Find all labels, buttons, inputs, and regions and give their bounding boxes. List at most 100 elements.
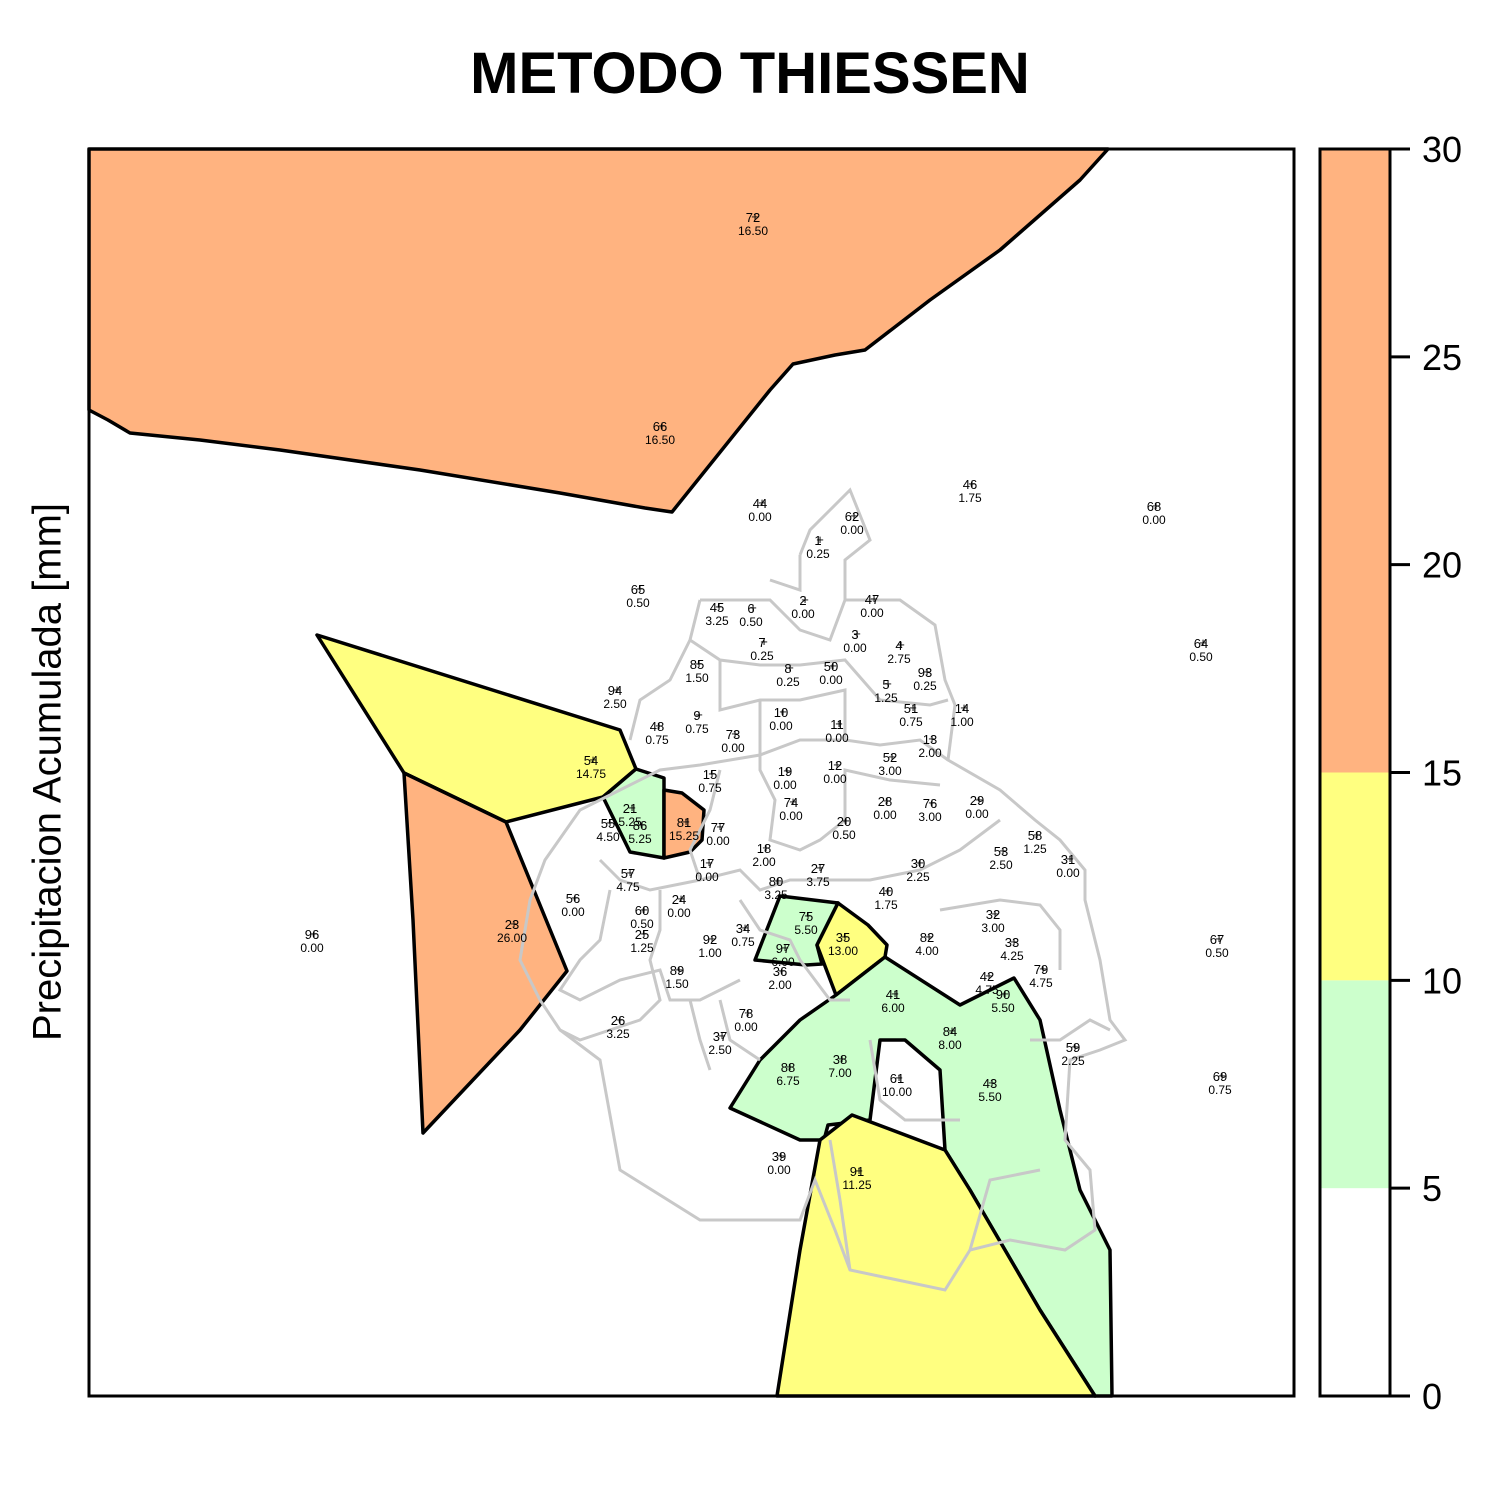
station-id-label: 13 xyxy=(923,732,937,747)
station-id-label: 35 xyxy=(836,930,850,945)
station-5: +51.25 xyxy=(874,676,898,705)
station-id-label: 94 xyxy=(608,683,622,698)
station-marker: + xyxy=(816,532,824,547)
station-marker: + xyxy=(855,1163,863,1178)
station-43: +435.50 xyxy=(978,1075,1002,1104)
station-41: +416.00 xyxy=(881,986,905,1015)
station-marker: + xyxy=(1039,961,1047,976)
station-85: +851.50 xyxy=(685,656,709,685)
station-id-label: 27 xyxy=(811,861,825,876)
station-marker: + xyxy=(999,843,1007,858)
station-94: +942.50 xyxy=(603,682,627,711)
station-id-label: 75 xyxy=(799,909,813,924)
station-value-label: 4.75 xyxy=(1029,976,1053,990)
station-marker: + xyxy=(884,676,892,691)
station-marker: + xyxy=(606,815,614,830)
station-marker: + xyxy=(991,906,999,921)
legend-tick-label: 15 xyxy=(1422,753,1462,794)
station-68: +680.00 xyxy=(1142,498,1166,527)
station-value-label: 2.50 xyxy=(708,1043,732,1057)
station-31: +310.00 xyxy=(1056,851,1080,880)
station-id-label: 11 xyxy=(830,717,844,732)
station-marker: + xyxy=(786,1059,794,1074)
station-marker: + xyxy=(510,916,518,931)
station-id-label: 90 xyxy=(996,987,1010,1002)
station-marker: + xyxy=(853,626,861,641)
station-value-label: 1.25 xyxy=(874,691,898,705)
station-73: +730.00 xyxy=(721,726,745,755)
station-marker: + xyxy=(731,726,739,741)
station-id-label: 88 xyxy=(781,1060,795,1075)
station-value-label: 0.00 xyxy=(773,778,797,792)
station-marker: + xyxy=(850,508,858,523)
station-value-label: 0.50 xyxy=(626,596,650,610)
station-marker: + xyxy=(786,660,794,675)
station-88: +886.75 xyxy=(776,1059,800,1088)
station-marker: + xyxy=(695,707,703,722)
station-value-label: 0.00 xyxy=(695,870,719,884)
station-id-label: 64 xyxy=(1194,636,1208,651)
station-value-label: 16.50 xyxy=(738,224,768,238)
station-marker: + xyxy=(1218,1068,1226,1083)
station-marker: + xyxy=(708,931,716,946)
station-value-label: 15.25 xyxy=(669,829,699,843)
station-id-label: 52 xyxy=(883,750,897,765)
station-id-label: 15 xyxy=(703,767,717,782)
station-2: +20.00 xyxy=(791,592,815,621)
legend-tick-label: 5 xyxy=(1422,1168,1442,1209)
station-id-label: 3 xyxy=(851,627,858,642)
station-value-label: 0.00 xyxy=(965,807,989,821)
station-value-label: 3.00 xyxy=(981,921,1005,935)
station-value-label: 0.00 xyxy=(791,607,815,621)
station-55: +554.50 xyxy=(596,815,620,844)
station-value-label: 0.00 xyxy=(734,1020,758,1034)
station-id-label: 32 xyxy=(986,907,1000,922)
station-id-label: 77 xyxy=(711,820,725,835)
station-id-label: 86 xyxy=(633,818,647,833)
station-id-label: 47 xyxy=(865,592,879,607)
thiessen-polygon-41-84-43 xyxy=(728,955,1114,1398)
station-value-label: 0.00 xyxy=(823,772,847,786)
station-marker: + xyxy=(774,873,782,888)
station-id-label: 54 xyxy=(584,753,598,768)
station-value-label: 0.00 xyxy=(769,719,793,733)
station-51: +510.75 xyxy=(899,700,923,729)
station-14: +141.00 xyxy=(950,700,974,729)
station-marker: + xyxy=(960,700,968,715)
station-id-label: 18 xyxy=(757,841,771,856)
station-id-label: 80 xyxy=(769,874,783,889)
station-value-label: 0.00 xyxy=(825,731,849,745)
station-value-label: 4.50 xyxy=(596,830,620,844)
station-29: +290.00 xyxy=(965,792,989,821)
thiessen-polygon-91 xyxy=(775,1113,1097,1398)
legend-tick-label: 25 xyxy=(1422,337,1462,378)
station-marker: + xyxy=(762,840,770,855)
station-id-label: 31 xyxy=(1061,852,1075,867)
station-value-label: 3.00 xyxy=(918,810,942,824)
station-id-label: 20 xyxy=(837,814,851,829)
station-96: +960.00 xyxy=(300,926,324,955)
station-marker: + xyxy=(758,495,766,510)
station-value-label: 0.00 xyxy=(1142,513,1166,527)
station-value-label: 0.75 xyxy=(899,715,923,729)
station-value-label: 3.25 xyxy=(764,888,788,902)
station-77: +770.00 xyxy=(706,819,730,848)
station-value-label: 6.00 xyxy=(771,955,795,969)
station-id-label: 45 xyxy=(710,600,724,615)
station-marker: + xyxy=(716,819,724,834)
station-marker: + xyxy=(835,716,843,731)
station-marker: + xyxy=(638,817,646,832)
station-3: +30.00 xyxy=(843,626,867,655)
station-value-label: 2.25 xyxy=(906,870,930,884)
station-marker: + xyxy=(571,890,579,905)
station-id-label: 56 xyxy=(566,891,580,906)
station-marker: + xyxy=(884,883,892,898)
station-value-label: 4.25 xyxy=(1000,949,1024,963)
station-marker: + xyxy=(1199,635,1207,650)
station-marker: + xyxy=(948,1023,956,1038)
station-id-label: 41 xyxy=(886,987,900,1002)
